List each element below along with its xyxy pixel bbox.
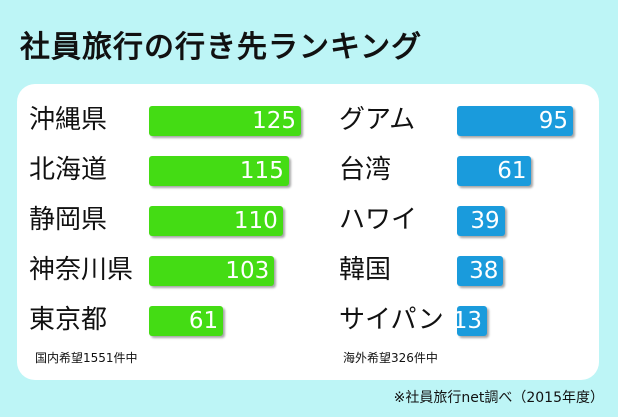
- bar-value-label: 125: [252, 108, 296, 134]
- bar-value-label: 39: [470, 208, 500, 234]
- category-label: 神奈川県: [29, 255, 134, 285]
- bar-value-label: 61: [497, 158, 527, 184]
- category-label: グアム: [339, 105, 416, 135]
- bar: 13: [453, 306, 487, 336]
- bar: 125: [149, 106, 301, 136]
- bar: 38: [457, 256, 504, 286]
- bar-value-label: 13: [452, 308, 482, 334]
- bar: 39: [457, 206, 505, 236]
- bar-value-label: 61: [188, 308, 219, 334]
- bar-value-label: 95: [538, 108, 568, 134]
- bar-value-label: 115: [239, 158, 284, 184]
- category-label: 北海道: [29, 155, 108, 185]
- category-label: 東京都: [29, 305, 108, 335]
- category-label: 韓国: [339, 255, 392, 285]
- bar: 61: [457, 156, 532, 186]
- category-label: 沖縄県: [29, 105, 108, 135]
- source-note: ※社員旅行net調べ（2015年度）: [393, 390, 604, 406]
- category-label: サイパン: [339, 305, 444, 335]
- ranking-card: 沖縄県 125 北海道 115 静岡県 110 神奈川県 103 東京都 61 グアム 95 台湾 61…: [17, 84, 599, 380]
- bar-value-label: 103: [225, 258, 270, 284]
- bar: 95: [457, 106, 573, 136]
- bar-value-label: 38: [469, 258, 499, 284]
- bar: 115: [149, 156, 289, 186]
- bar: 61: [149, 306, 224, 336]
- domestic-note: 国内希望1551件中: [35, 351, 138, 365]
- overseas-note: 海外希望326件中: [343, 351, 438, 365]
- bar-value-label: 110: [233, 208, 278, 234]
- category-label: 静岡県: [29, 205, 108, 235]
- category-label: 台湾: [339, 155, 392, 185]
- category-label: ハワイ: [339, 205, 418, 235]
- page-title: 社員旅行の行き先ランキング: [20, 30, 423, 65]
- bar: 103: [149, 256, 275, 286]
- bar: 110: [149, 206, 283, 236]
